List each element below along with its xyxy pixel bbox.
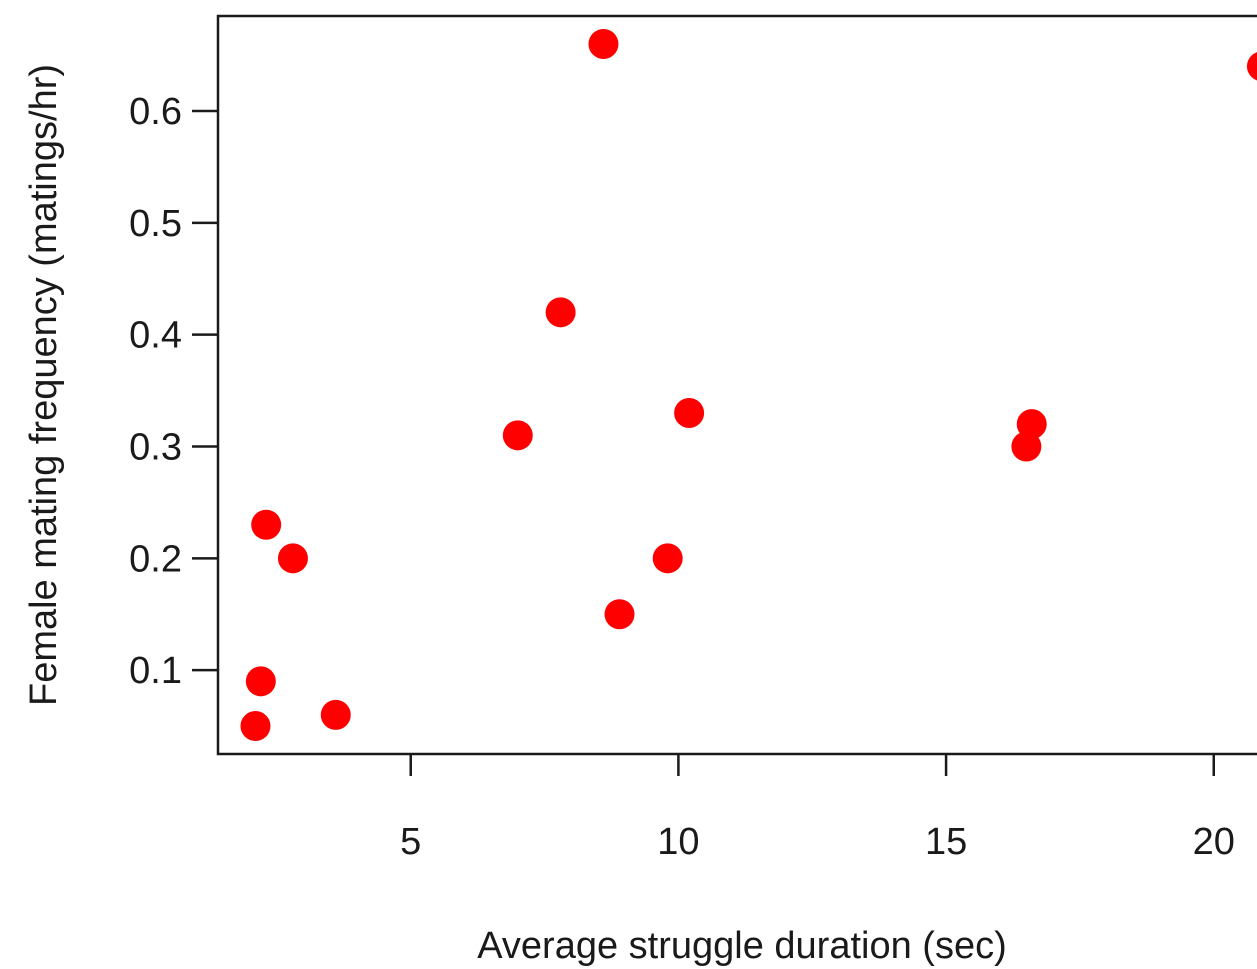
x-axis-title: Average struggle duration (sec) (477, 925, 1006, 967)
data-point (652, 543, 683, 574)
x-axis: 5 10 15 20 (400, 754, 1235, 863)
data-point (604, 599, 635, 630)
x-tick-label: 15 (925, 821, 967, 863)
data-point (545, 297, 576, 328)
data-point (674, 397, 705, 428)
x-tick-label: 10 (657, 821, 699, 863)
data-point (245, 666, 276, 697)
data-point (240, 711, 271, 742)
x-tick-label: 20 (1193, 821, 1235, 863)
y-tick-label: 0.1 (129, 650, 182, 692)
data-point (588, 28, 619, 59)
plot-frame (216, 14, 1257, 756)
y-tick-label: 0.5 (129, 203, 182, 245)
data-point (502, 420, 533, 451)
data-point (277, 543, 308, 574)
y-tick-label: 0.6 (129, 91, 182, 133)
data-point (320, 699, 351, 730)
data-point (1011, 431, 1042, 462)
y-axis-title: Female mating frequency (matings/hr) (23, 64, 65, 706)
x-tick-label: 5 (400, 821, 421, 863)
data-point (251, 509, 282, 540)
data-points (240, 28, 1257, 742)
y-tick-label: 0.2 (129, 538, 182, 580)
data-point (1016, 409, 1047, 440)
y-axis: 0.1 0.2 0.3 0.4 0.5 0.6 (129, 91, 218, 692)
data-point (1246, 52, 1257, 81)
y-tick-label: 0.3 (129, 427, 182, 469)
y-tick-label: 0.4 (129, 315, 182, 357)
